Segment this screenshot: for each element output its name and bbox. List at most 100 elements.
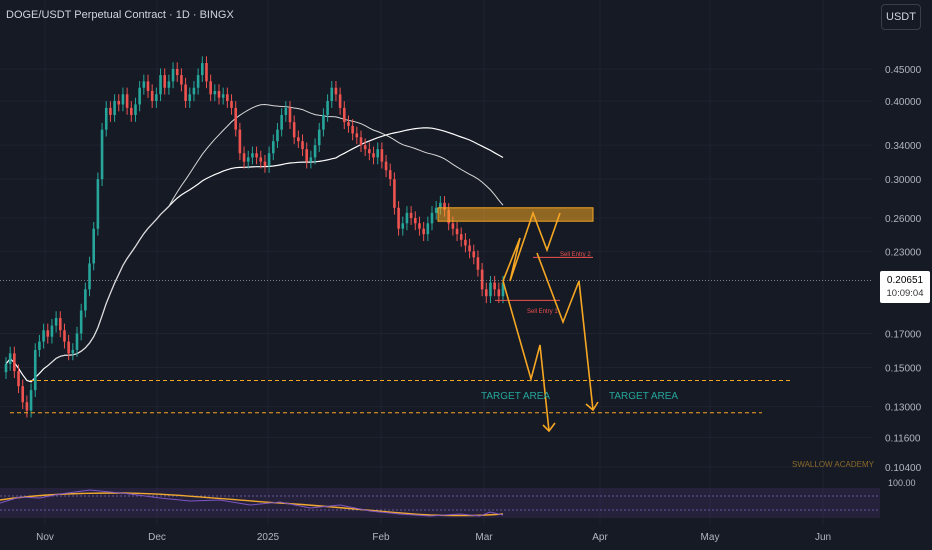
- x-tick-label: May: [701, 532, 720, 543]
- x-tick-label: Dec: [148, 532, 166, 543]
- candle-body: [330, 87, 334, 102]
- y-tick-label: 0.23000: [885, 247, 922, 258]
- candle-body: [88, 263, 91, 290]
- candle-body: [418, 223, 421, 229]
- candle-body: [376, 149, 380, 158]
- y-axis: 0.45000 0.40000 0.34000 0.30000 0.26000 0.230…: [885, 65, 922, 474]
- candle-body: [393, 179, 396, 208]
- candle-body: [230, 101, 233, 108]
- currency-button[interactable]: USDT: [881, 4, 921, 30]
- candle-body: [79, 310, 83, 334]
- candle-body: [263, 161, 267, 166]
- x-tick-label: Jun: [815, 532, 831, 543]
- ma-slow-line: [5, 127, 504, 383]
- candle-body: [489, 282, 492, 297]
- candle-body: [251, 153, 254, 158]
- target-area-label-1: TARGET AREA: [481, 391, 550, 402]
- candle-body: [401, 223, 405, 229]
- candle-body: [413, 218, 417, 224]
- candle-body: [63, 330, 66, 342]
- candle-body: [109, 107, 112, 115]
- y-tick-label: 0.13000: [885, 402, 922, 413]
- candle-body: [217, 90, 221, 98]
- candle-body: [309, 157, 313, 162]
- y-tick-label: 0.15000: [885, 363, 922, 374]
- y-tick-label: 0.45000: [885, 65, 922, 76]
- candle-body: [255, 153, 258, 158]
- candle-body: [455, 228, 459, 235]
- candle-body: [405, 212, 409, 224]
- candle-body: [167, 81, 171, 88]
- candle-body: [430, 212, 434, 224]
- candle-body: [33, 349, 37, 391]
- candle-body: [238, 129, 242, 154]
- resistance-zone: [437, 207, 594, 222]
- current-price-value: 0.20651: [886, 275, 924, 286]
- candle-body: [50, 325, 54, 337]
- candle-body: [368, 149, 371, 154]
- x-tick-label: Apr: [592, 532, 608, 543]
- candle-body: [192, 87, 196, 95]
- projection-path-a: [502, 210, 561, 282]
- candle-body: [397, 207, 400, 229]
- candle-body: [280, 114, 283, 130]
- candle-body: [497, 289, 501, 297]
- candle-body: [92, 228, 96, 264]
- candle-body: [200, 63, 204, 76]
- candle-body: [480, 269, 484, 290]
- candle-body: [259, 157, 263, 162]
- y-tick-label: 0.10400: [885, 463, 922, 474]
- candle-body: [100, 129, 104, 180]
- candle-body: [246, 157, 250, 162]
- candle-body: [146, 81, 150, 91]
- candle-body: [8, 353, 12, 364]
- watermark-text: SWALLOW ACADEMY: [792, 460, 875, 469]
- candle-body: [84, 289, 87, 311]
- candle-body: [196, 75, 200, 88]
- oscillator-pane: [0, 488, 880, 518]
- candle-body: [188, 94, 192, 102]
- candle-body: [305, 149, 309, 162]
- candle-body: [184, 84, 187, 102]
- x-axis: Nov Dec 2025 Feb Mar Apr May Jun: [36, 532, 831, 543]
- candle-body: [501, 282, 505, 297]
- x-tick-label: Mar: [475, 532, 493, 543]
- ma-fast-line: [47, 103, 504, 367]
- sell-entry-1-label: Sell Entry 1: [527, 309, 558, 315]
- candle-body: [468, 245, 471, 252]
- y-tick-label: 0.40000: [885, 97, 922, 108]
- x-tick-label: 2025: [257, 532, 280, 543]
- candle-body: [42, 330, 45, 342]
- candle-body: [267, 153, 271, 166]
- candle-body: [372, 153, 375, 158]
- candle-body: [17, 371, 20, 387]
- candle-body: [121, 94, 125, 105]
- overlays: [0, 207, 872, 414]
- candle-body: [472, 251, 476, 258]
- candle-body: [242, 153, 246, 162]
- candle-body: [163, 75, 167, 88]
- x-tick-label: Feb: [372, 532, 390, 543]
- candle-body: [422, 228, 425, 235]
- ma-slow-path: [5, 127, 504, 383]
- candle-body: [276, 129, 279, 142]
- target-area-label-2: TARGET AREA: [609, 391, 678, 402]
- candle-body: [13, 353, 16, 372]
- candle-body: [464, 239, 467, 246]
- candle-body: [301, 141, 304, 150]
- candle-body: [205, 63, 208, 82]
- grid: [0, 0, 872, 525]
- candle-body: [443, 202, 446, 210]
- candle-body: [58, 317, 62, 331]
- candle-body: [326, 101, 329, 115]
- candle-body: [384, 161, 388, 171]
- y-tick-label: 0.34000: [885, 141, 922, 152]
- y-tick-label: 0.17000: [885, 329, 922, 340]
- candle-body: [284, 107, 288, 115]
- candle-body: [493, 282, 496, 290]
- candle-body: [150, 90, 154, 102]
- candle-body: [288, 107, 292, 123]
- candle-body: [134, 104, 137, 115]
- candle-body: [113, 101, 116, 115]
